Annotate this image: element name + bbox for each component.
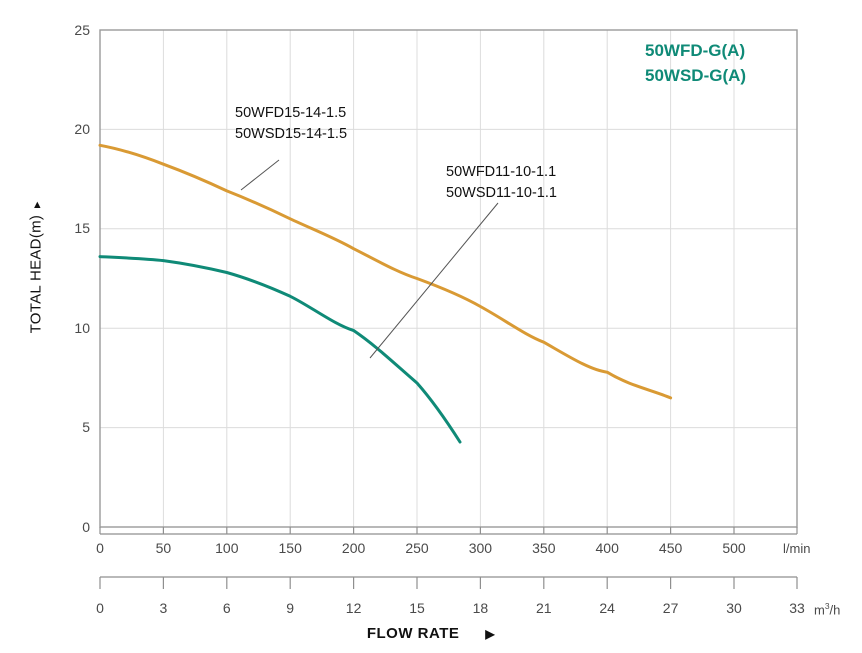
x-secondary-tick-6: 6	[222, 600, 231, 616]
plot-border	[99, 29, 798, 528]
series-line-50wfd11	[98, 255, 462, 444]
x-secondary-tick-27: 27	[662, 600, 679, 616]
x-secondary-tick-15: 15	[409, 600, 425, 616]
y-tick-0: 0	[82, 519, 90, 535]
x-primary-tick-50: 50	[155, 540, 172, 556]
x-primary-tick-450: 450	[658, 540, 683, 556]
y-tick-5: 5	[82, 419, 90, 435]
x-secondary-tick-3: 3	[159, 600, 168, 616]
grid-vertical	[162, 30, 735, 527]
x-secondary-tick-21: 21	[536, 600, 552, 616]
legend-line-2: 50WSD-G(A)	[645, 66, 747, 85]
x-primary-tick-0: 0	[96, 540, 104, 556]
annotation-lower-line-2: 50WSD11-10-1.1	[446, 185, 557, 201]
annotation-upper-leader	[240, 159, 280, 191]
annotation-lower-line-1: 50WFD11-10-1.1	[446, 164, 557, 180]
x-secondary-tick-18: 18	[472, 600, 489, 616]
x-secondary-tick-24: 24	[599, 600, 615, 616]
series-line-50wfd15	[98, 143, 673, 400]
x-axis-title-text: FLOW RATE	[366, 625, 460, 642]
x-primary-tick-300: 300	[468, 540, 493, 556]
x-secondary-unit-base: m	[814, 602, 825, 618]
annotation-upper: 50WFD15-14-1.5 50WSD15-14-1.5	[235, 103, 347, 145]
grid-horizontal	[100, 128, 797, 429]
y-tick-15: 15	[74, 220, 90, 236]
legend-model-title: 50WFD-G(A) 50WSD-G(A)	[645, 38, 746, 88]
x-secondary-unit-suffix: /h	[829, 602, 841, 618]
x-secondary-tick-9: 9	[286, 600, 295, 616]
x-secondary-tick-30: 30	[726, 600, 742, 616]
x-secondary-tick-12: 12	[345, 600, 362, 616]
x-primary-tick-150: 150	[278, 540, 302, 556]
x-primary-tick-400: 400	[595, 540, 619, 556]
x-axis-title: FLOW RATE ▶	[0, 625, 862, 642]
y-axis-ticks: 25 20 15 10 5 0	[44, 0, 90, 653]
x-primary-tick-500: 500	[722, 540, 746, 556]
x-secondary-unit: m3/h	[814, 601, 840, 617]
x-secondary-unit-exponent: 3	[824, 601, 830, 611]
x-primary-tick-100: 100	[215, 540, 239, 556]
legend-line-1: 50WFD-G(A)	[645, 41, 746, 60]
x-axis-arrow-icon: ▶	[485, 627, 496, 641]
x-secondary-tick-33: 33	[789, 600, 805, 616]
annotation-upper-line-2: 50WSD15-14-1.5	[235, 126, 348, 142]
y-tick-10: 10	[74, 320, 90, 336]
x-primary-tick-200: 200	[341, 540, 366, 556]
x-primary-unit: l/min	[783, 541, 811, 556]
x-secondary-tick-0: 0	[96, 600, 104, 616]
y-tick-25: 25	[74, 22, 90, 38]
x-primary-tick-250: 250	[405, 540, 429, 556]
y-tick-20: 20	[74, 121, 90, 137]
annotation-upper-line-1: 50WFD15-14-1.5	[235, 105, 347, 121]
x-primary-tick-350: 350	[532, 540, 556, 556]
annotation-lower: 50WFD11-10-1.1 50WSD11-10-1.1	[446, 162, 557, 204]
annotation-lower-leader	[369, 202, 499, 359]
